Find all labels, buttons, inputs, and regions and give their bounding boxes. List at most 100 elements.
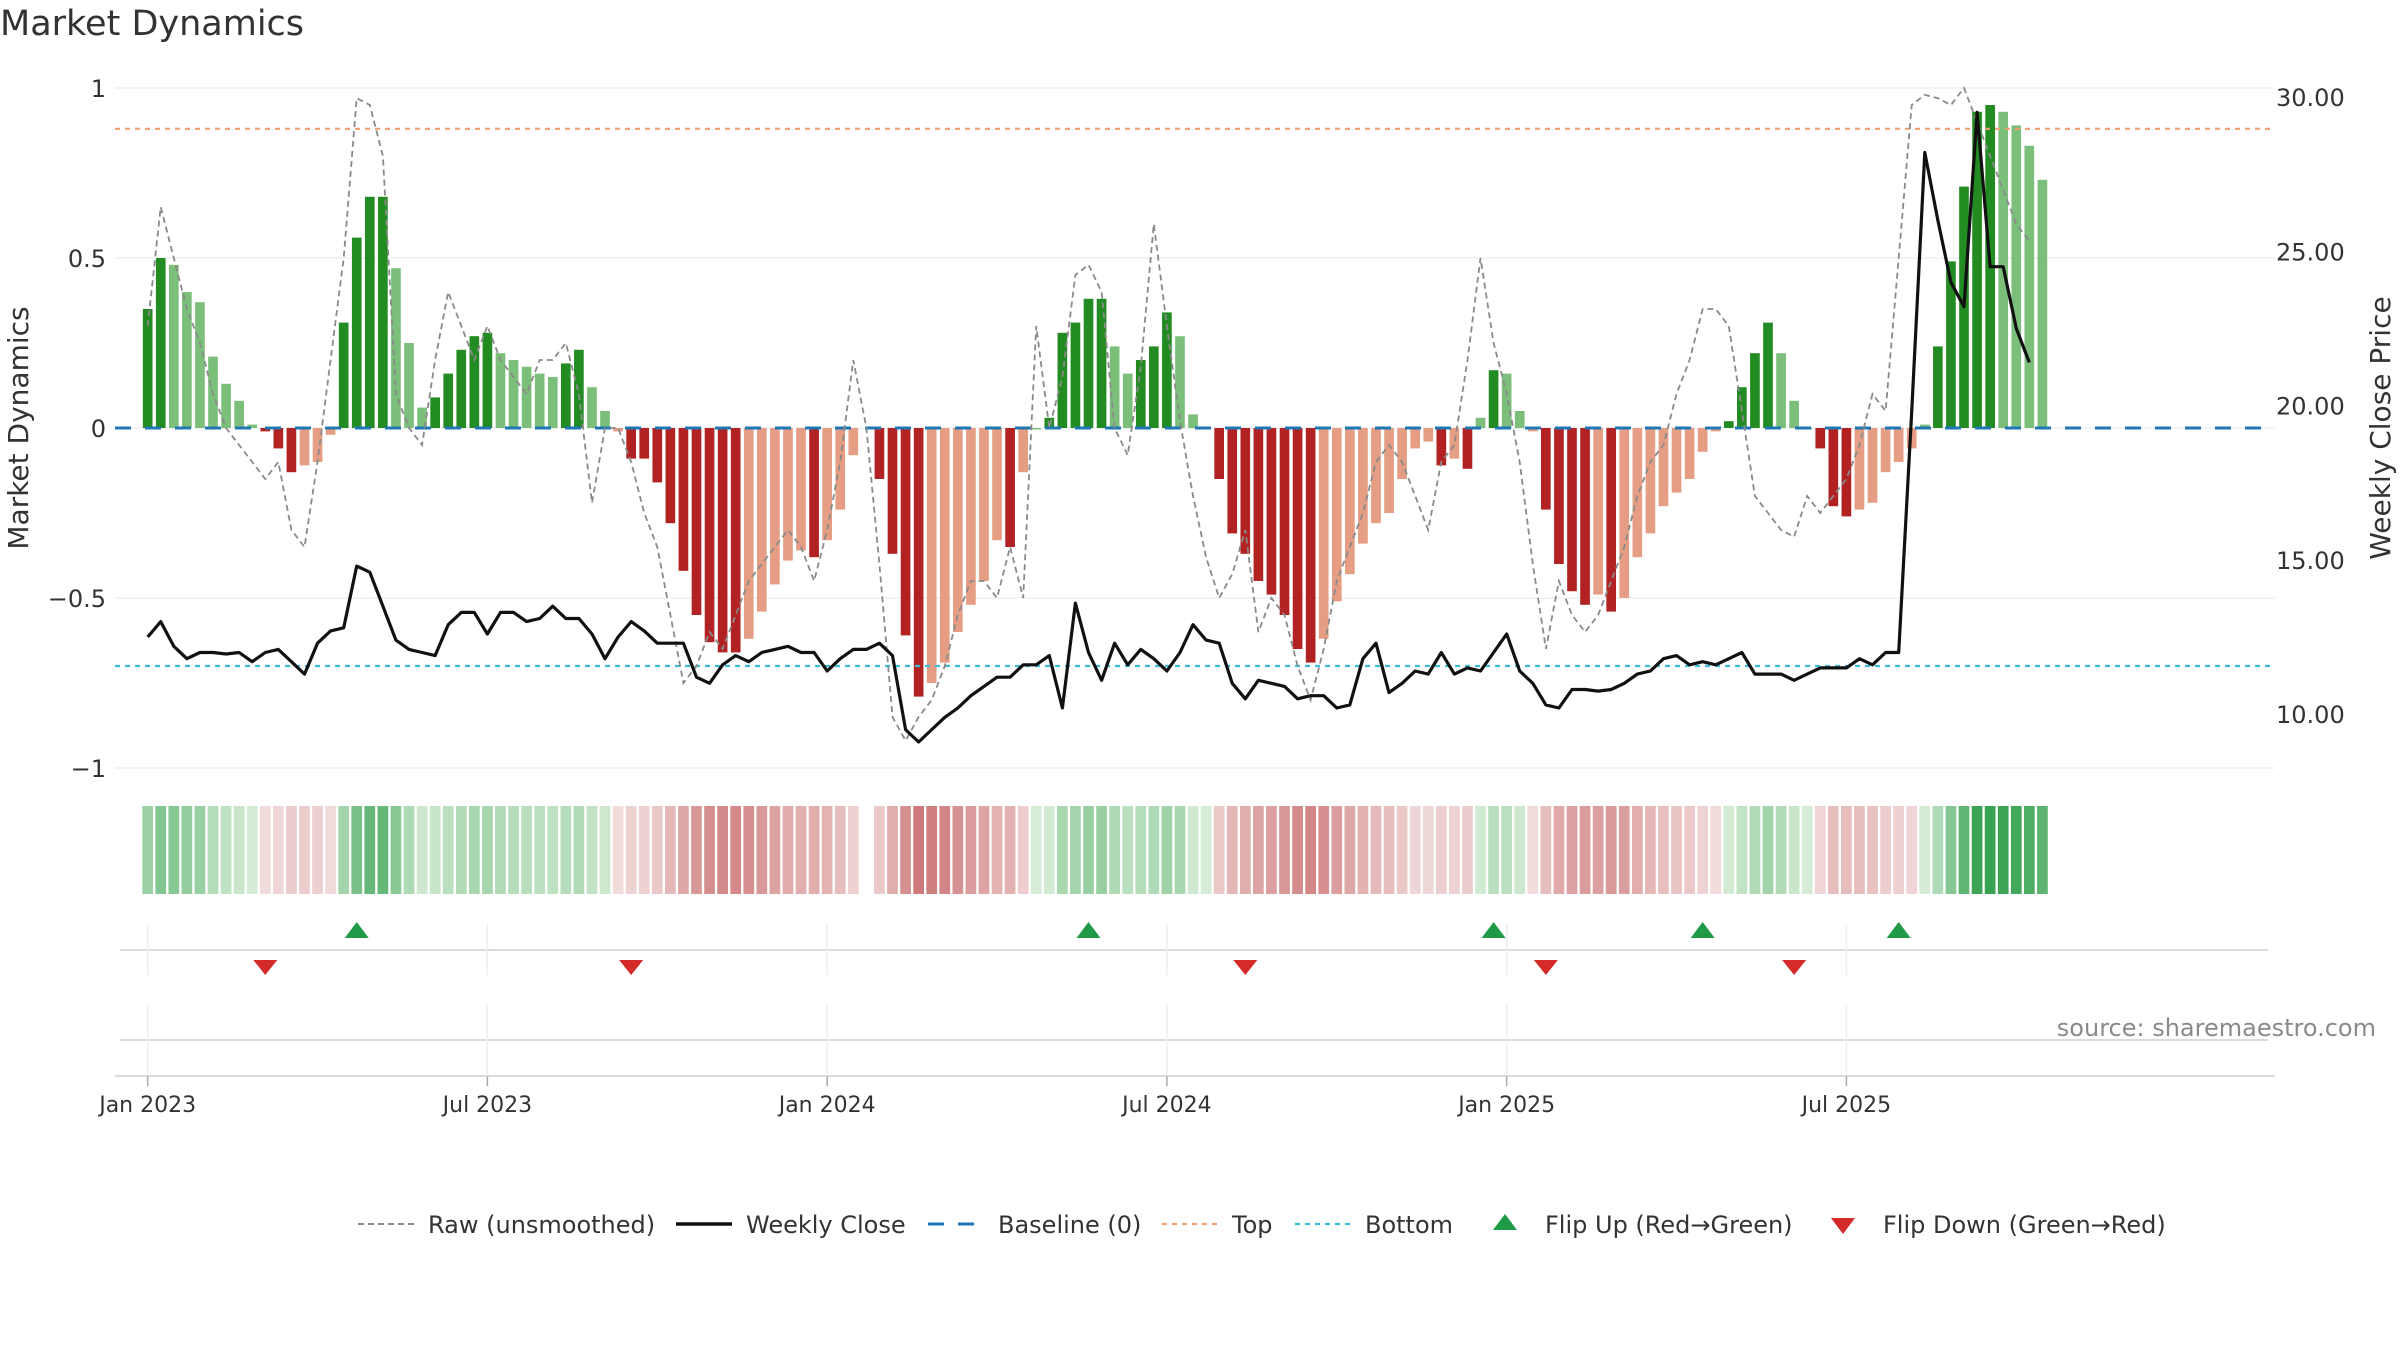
- dynamics-bar: [325, 428, 336, 435]
- dynamics-bar: [1867, 428, 1878, 503]
- regime-strip-cell: [847, 806, 859, 894]
- dynamics-bar: [796, 428, 806, 551]
- y-tick-label-right: 15.00: [2276, 547, 2345, 575]
- dynamics-bar: [639, 428, 650, 459]
- y-tick-label-right: 20.00: [2276, 393, 2345, 421]
- dynamics-bar: [1358, 428, 1368, 544]
- dynamics-bar: [1841, 428, 1852, 517]
- regime-strip-cell: [534, 806, 546, 894]
- regime-strip-cell: [1161, 806, 1173, 894]
- dynamics-bar: [1135, 360, 1146, 428]
- raw-line: [146, 86, 2031, 743]
- regime-strip-cell: [1488, 806, 1499, 894]
- dynamics-bar: [168, 264, 179, 428]
- dynamics-bar: [1096, 298, 1107, 428]
- regime-strip-cell: [874, 806, 885, 894]
- dynamics-bar: [1606, 428, 1617, 612]
- dynamics-bar: [286, 428, 297, 473]
- dynamics-bar: [1501, 373, 1512, 428]
- regime-strip-cell: [717, 806, 728, 894]
- regime-strip-cell: [887, 806, 898, 894]
- regime-strip-cell: [1945, 806, 1957, 894]
- regime-strip-cell: [168, 806, 180, 894]
- regime-strip-cell: [351, 806, 363, 894]
- dynamics-bar: [2037, 179, 2048, 428]
- dynamics-bar: [900, 428, 911, 636]
- regime-strip-cell: [756, 806, 768, 894]
- dynamics-bar: [2011, 125, 2022, 429]
- dynamics-bar: [1763, 322, 1773, 428]
- regime-strip-cell: [1553, 806, 1565, 894]
- regime-strip-cell: [1893, 806, 1905, 894]
- regime-strip-cell: [664, 806, 676, 894]
- regime-strip-cell: [1867, 806, 1878, 894]
- dynamics-bar: [1619, 428, 1630, 598]
- x-tick-label: Jan 2023: [97, 1093, 196, 1118]
- dynamics-bar: [966, 428, 976, 605]
- dynamics-bar: [952, 428, 963, 632]
- dynamics-bar: [1750, 353, 1760, 428]
- dynamics-bar: [1632, 428, 1643, 558]
- dynamics-bar: [142, 309, 153, 428]
- y-tick-label-left: 1: [91, 75, 106, 103]
- regime-strip-cell: [1605, 806, 1617, 894]
- regime-strip-cell: [1997, 806, 2009, 894]
- dynamics-bar: [756, 428, 767, 612]
- regime-strip-cell: [1213, 806, 1225, 894]
- regime-strip-cell: [416, 806, 428, 894]
- legend-top-label: Top: [1231, 1211, 1273, 1239]
- flip-up-marker: [1481, 922, 1506, 938]
- dynamics-bar: [835, 428, 846, 510]
- dynamics-bar: [364, 196, 375, 428]
- regime-strip-cell: [1187, 806, 1199, 894]
- dynamics-bar: [495, 353, 506, 428]
- dynamics-bar: [939, 428, 950, 663]
- regime-strip-cell: [1253, 806, 1264, 894]
- regime-strip-cell: [1279, 806, 1290, 894]
- dynamics-bar: [469, 336, 480, 428]
- dynamics-bar: [456, 349, 467, 428]
- regime-strip-cell: [1788, 806, 1800, 894]
- x-tick-label: Jan 2024: [777, 1093, 876, 1118]
- dynamics-bar: [404, 343, 414, 428]
- legend-flip-up-label: Flip Up (Red→Green): [1545, 1211, 1793, 1239]
- regime-strip-cell: [1083, 806, 1094, 894]
- dynamics-bar: [1919, 424, 1930, 428]
- dynamics-bar: [770, 428, 780, 585]
- regime-strip-cell: [1266, 806, 1277, 894]
- dynamics-bar: [1514, 411, 1525, 428]
- regime-strip-cell: [1462, 806, 1473, 894]
- legend-flip-down-swatch: [1831, 1218, 1855, 1234]
- dynamics-bar: [1697, 428, 1708, 452]
- dynamics-bar: [848, 428, 859, 456]
- y-tick-label-left: 0: [91, 415, 106, 443]
- y-tick-label-right: 30.00: [2276, 84, 2345, 112]
- dynamics-bar: [1214, 428, 1225, 479]
- dynamics-bar: [1083, 298, 1094, 428]
- regime-strip-cell: [1566, 806, 1578, 894]
- dynamics-bar: [1645, 428, 1656, 534]
- dynamics-bar: [1423, 428, 1434, 442]
- regime-strip-cell: [508, 806, 519, 894]
- flip-up-marker: [344, 922, 369, 938]
- dynamics-bar: [1331, 428, 1342, 602]
- regime-strip-cell: [926, 806, 938, 894]
- dynamics-bar: [195, 302, 205, 428]
- regime-strip-cell: [1618, 806, 1630, 894]
- regime-strip-cell: [1422, 806, 1434, 894]
- regime-strip-cell: [913, 806, 924, 894]
- dynamics-bar: [1318, 428, 1329, 639]
- regime-strip-cell: [795, 806, 807, 894]
- regime-strip-cell: [1579, 806, 1591, 894]
- regime-strip-cell: [1396, 806, 1408, 894]
- dynamics-bar: [704, 428, 715, 643]
- regime-strip-cell: [259, 806, 271, 894]
- regime-strip-cell: [1409, 806, 1421, 894]
- regime-strip-cell: [442, 806, 454, 894]
- regime-strip-cell: [142, 806, 154, 894]
- regime-strip-cell: [1527, 806, 1539, 894]
- regime-strip-cell: [1671, 806, 1682, 894]
- dynamics-bar: [1227, 428, 1238, 534]
- regime-strip-cell: [1148, 806, 1160, 894]
